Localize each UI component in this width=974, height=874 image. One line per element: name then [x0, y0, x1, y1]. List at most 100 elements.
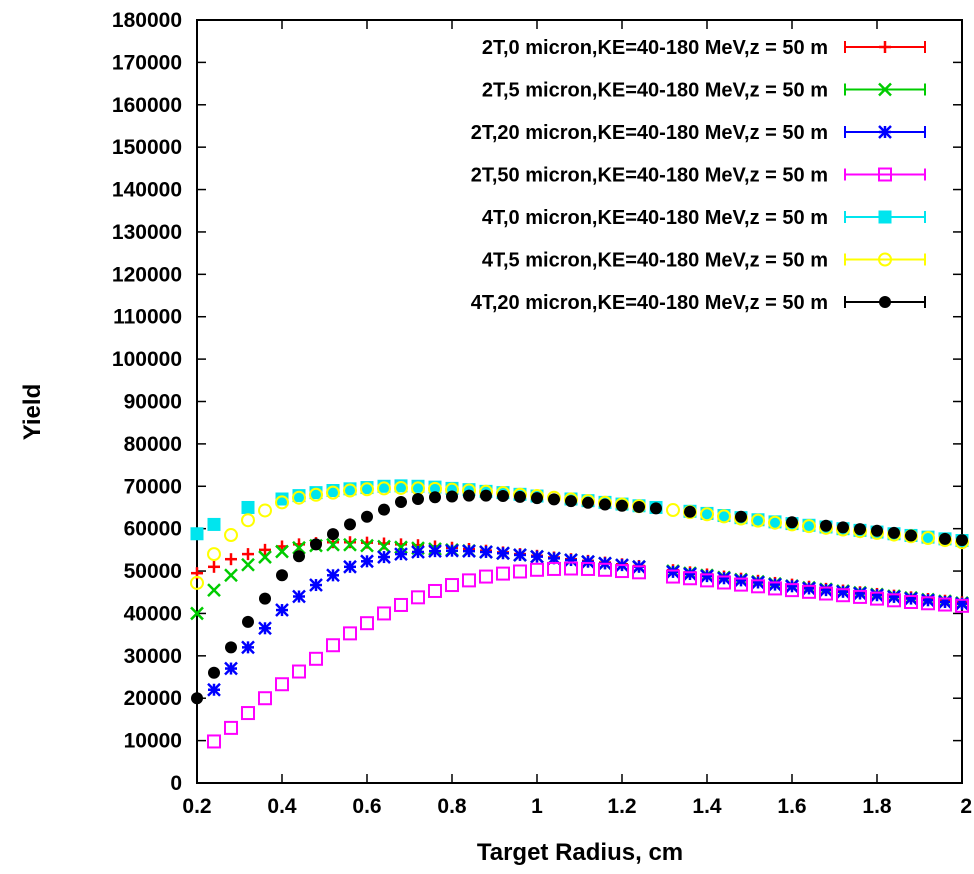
data-point: [225, 641, 237, 654]
marker-shape: [514, 490, 526, 503]
data-point: [360, 538, 374, 553]
data-point: [939, 532, 951, 545]
data-point: [361, 510, 373, 523]
data-point: [275, 495, 289, 510]
marker-stroke: [785, 579, 799, 594]
data-point: [343, 559, 357, 574]
y-tick-label: 70000: [124, 475, 182, 498]
marker-stroke: [343, 559, 357, 574]
data-point: [717, 509, 731, 524]
marker-stroke: [887, 590, 901, 604]
data-point: [666, 569, 680, 584]
marker-shape: [938, 597, 952, 612]
data-point: [190, 606, 204, 621]
y-tick-label: 20000: [124, 687, 182, 710]
marker-stroke: [802, 581, 816, 596]
marker-shape: [377, 606, 391, 621]
marker-shape: [394, 480, 408, 495]
axes: 0.2 0.4 0.6 0.8 1 1.2 1.4 1.6 1.8 2 0 10000 20000 300…: [112, 9, 972, 818]
marker-stroke: [530, 549, 544, 564]
marker-stroke: [683, 567, 697, 581]
marker-shape: [684, 505, 696, 518]
y-tick-label: 180000: [112, 9, 182, 32]
marker-shape: [888, 526, 900, 539]
marker-shape: [259, 592, 271, 605]
data-point: [717, 571, 731, 586]
marker-shape: [768, 581, 782, 596]
marker-shape: [360, 616, 374, 631]
data-point: [615, 564, 629, 579]
marker-shape: [837, 521, 849, 534]
data-point: [190, 527, 204, 541]
data-point: [734, 573, 748, 588]
data-point: [479, 545, 493, 559]
marker-shape: [785, 583, 799, 598]
data-point: [327, 528, 339, 541]
data-point: [275, 544, 289, 559]
marker-stroke: [870, 588, 884, 603]
data-point: [633, 501, 645, 514]
marker-stroke: [360, 538, 374, 553]
marker-shape: [878, 210, 892, 224]
marker-stroke: [343, 537, 357, 552]
marker-shape: [582, 496, 594, 509]
marker-shape: [871, 524, 883, 537]
data-point: [938, 597, 952, 612]
data-point: [514, 490, 526, 503]
legend-marker: [878, 167, 892, 182]
marker-shape: [207, 547, 221, 562]
marker-shape: [207, 734, 221, 749]
legend: 2T,0 micron,KE=40-180 MeV,z = 50 m 2T,5 m…: [471, 37, 926, 314]
marker-shape: [548, 493, 560, 506]
data-point: [870, 588, 884, 603]
marker-shape: [768, 515, 782, 530]
data-point: [513, 564, 527, 579]
legend-entry-3: 2T,20 micron,KE=40-180 MeV,z = 50 m: [471, 122, 926, 144]
data-point: [207, 734, 221, 749]
data-point: [463, 489, 475, 502]
marker-stroke: [819, 583, 833, 598]
data-point: [530, 549, 544, 564]
data-point: [207, 547, 221, 562]
data-point: [292, 540, 306, 555]
data-point: [343, 483, 357, 498]
marker-shape: [700, 573, 714, 588]
data-point: [428, 544, 442, 559]
marker-shape: [802, 519, 816, 534]
marker-stroke: [853, 586, 867, 601]
y-tick-label: 10000: [124, 730, 182, 753]
data-point: [258, 503, 272, 518]
data-point: [666, 503, 680, 518]
legend-marker: [879, 296, 891, 308]
data-point: [462, 544, 476, 559]
marker-stroke: [292, 540, 306, 555]
x-tick-label: 1.8: [862, 795, 892, 818]
legend-label: 2T,0 micron,KE=40-180 MeV,z = 50 m: [482, 37, 828, 59]
data-point: [224, 568, 238, 583]
marker-stroke: [836, 584, 850, 599]
data-point: [224, 661, 238, 676]
data-point: [242, 615, 254, 628]
data-point: [904, 591, 918, 606]
marker-shape: [496, 566, 510, 581]
data-point: [377, 481, 391, 496]
data-point: [684, 505, 696, 518]
data-point: [445, 543, 459, 558]
marker-shape: [241, 706, 255, 721]
data-point: [309, 651, 323, 666]
marker-stroke: [309, 578, 323, 592]
marker-shape: [633, 501, 645, 514]
data-point: [309, 578, 323, 592]
y-tick-label: 110000: [113, 306, 182, 329]
marker-stroke: [241, 557, 255, 572]
data-point: [224, 528, 238, 543]
data-point: [853, 589, 867, 604]
data-point: [428, 583, 442, 598]
data-point: [360, 482, 374, 497]
data-point: [956, 534, 968, 547]
data-point: [275, 677, 289, 692]
data-point: [241, 640, 255, 655]
data-point: [734, 577, 748, 592]
data-point: [650, 502, 662, 515]
marker-shape: [378, 503, 390, 516]
